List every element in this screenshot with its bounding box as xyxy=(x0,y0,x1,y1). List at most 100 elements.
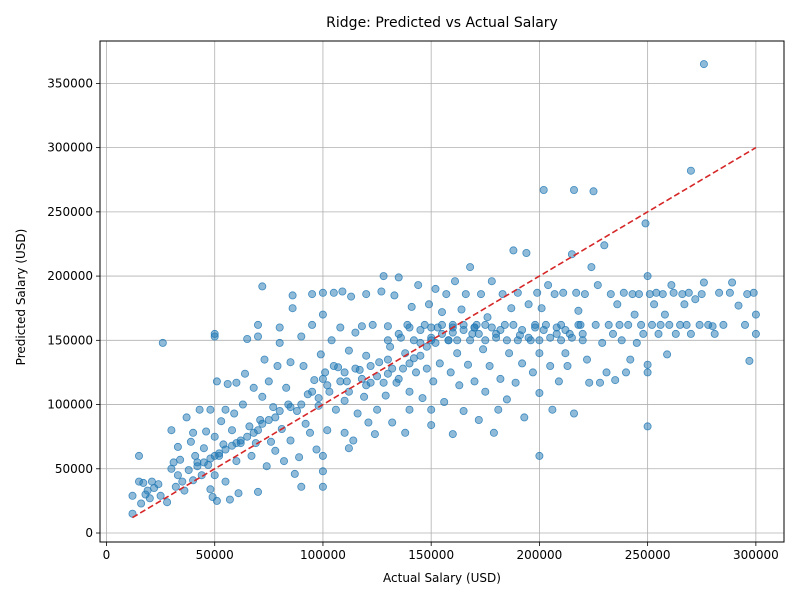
data-point xyxy=(431,338,440,347)
data-point xyxy=(567,250,576,259)
data-point xyxy=(686,166,695,175)
data-point xyxy=(589,187,598,196)
data-point xyxy=(502,336,511,345)
data-point xyxy=(440,397,449,406)
data-point xyxy=(232,457,241,466)
data-point xyxy=(308,320,317,329)
data-point xyxy=(509,246,518,255)
data-point xyxy=(609,329,618,338)
data-point xyxy=(682,320,691,329)
data-point xyxy=(708,322,717,331)
data-point xyxy=(189,428,198,437)
data-point xyxy=(481,336,490,345)
data-point xyxy=(383,355,392,364)
data-point xyxy=(572,288,581,297)
data-point xyxy=(275,406,284,415)
data-point xyxy=(435,359,444,368)
data-point xyxy=(409,336,418,345)
data-point xyxy=(751,310,760,319)
data-point xyxy=(446,368,455,377)
data-point xyxy=(329,288,338,297)
data-point xyxy=(290,469,299,478)
data-point xyxy=(669,288,678,297)
data-point xyxy=(340,396,349,405)
data-point xyxy=(347,292,356,301)
data-point xyxy=(511,378,520,387)
data-point xyxy=(336,377,345,386)
data-point xyxy=(336,323,345,332)
data-point xyxy=(637,320,646,329)
data-point xyxy=(498,290,507,299)
data-point xyxy=(544,281,553,290)
data-point xyxy=(531,323,540,332)
data-point xyxy=(431,284,440,293)
data-point xyxy=(373,405,382,414)
data-point xyxy=(715,288,724,297)
data-point xyxy=(574,320,583,329)
data-point xyxy=(264,377,273,386)
data-point xyxy=(598,338,607,347)
data-point xyxy=(535,336,544,345)
y-tick-label: 250000 xyxy=(47,205,93,219)
data-point xyxy=(546,333,555,342)
data-point xyxy=(288,291,297,300)
data-point xyxy=(184,466,193,475)
data-point xyxy=(509,320,518,329)
data-point xyxy=(249,383,258,392)
data-point xyxy=(639,329,648,338)
data-point xyxy=(474,329,483,338)
data-point xyxy=(182,413,191,422)
data-points xyxy=(128,60,760,518)
data-point xyxy=(199,444,208,453)
data-point xyxy=(351,328,360,337)
data-point xyxy=(210,432,219,441)
y-tick-label: 0 xyxy=(85,526,93,540)
data-point xyxy=(496,374,505,383)
data-point xyxy=(699,278,708,287)
data-point xyxy=(206,485,215,494)
data-point xyxy=(643,272,652,281)
data-point xyxy=(524,300,533,309)
data-point xyxy=(360,392,369,401)
data-point xyxy=(353,409,362,418)
data-point xyxy=(292,406,301,415)
data-point xyxy=(262,462,271,471)
data-point xyxy=(563,361,572,370)
data-point xyxy=(749,288,758,297)
data-point xyxy=(427,323,436,332)
data-point xyxy=(173,471,182,480)
data-point xyxy=(606,290,615,299)
data-point xyxy=(318,482,327,491)
data-point xyxy=(340,428,349,437)
data-point xyxy=(134,451,143,460)
data-point xyxy=(288,304,297,313)
data-point xyxy=(344,346,353,355)
data-point xyxy=(195,405,204,414)
data-point xyxy=(245,422,254,431)
data-point xyxy=(327,336,336,345)
data-point xyxy=(206,454,215,463)
data-point xyxy=(492,333,501,342)
data-point xyxy=(362,351,371,360)
data-point xyxy=(253,487,262,496)
data-point xyxy=(743,290,752,299)
data-point xyxy=(448,430,457,439)
data-point xyxy=(145,494,154,503)
data-point xyxy=(223,379,232,388)
data-point xyxy=(680,300,689,309)
data-point xyxy=(470,377,479,386)
data-point xyxy=(502,395,511,404)
data-point xyxy=(422,342,431,351)
data-point xyxy=(357,322,366,331)
data-point xyxy=(258,282,267,291)
data-point xyxy=(513,336,522,345)
data-point xyxy=(520,413,529,422)
data-point xyxy=(574,306,583,315)
data-point xyxy=(316,350,325,359)
data-point xyxy=(167,426,176,435)
data-point xyxy=(450,277,459,286)
data-point xyxy=(186,437,195,446)
data-point xyxy=(466,263,475,272)
data-point xyxy=(615,320,624,329)
data-point xyxy=(405,405,414,414)
